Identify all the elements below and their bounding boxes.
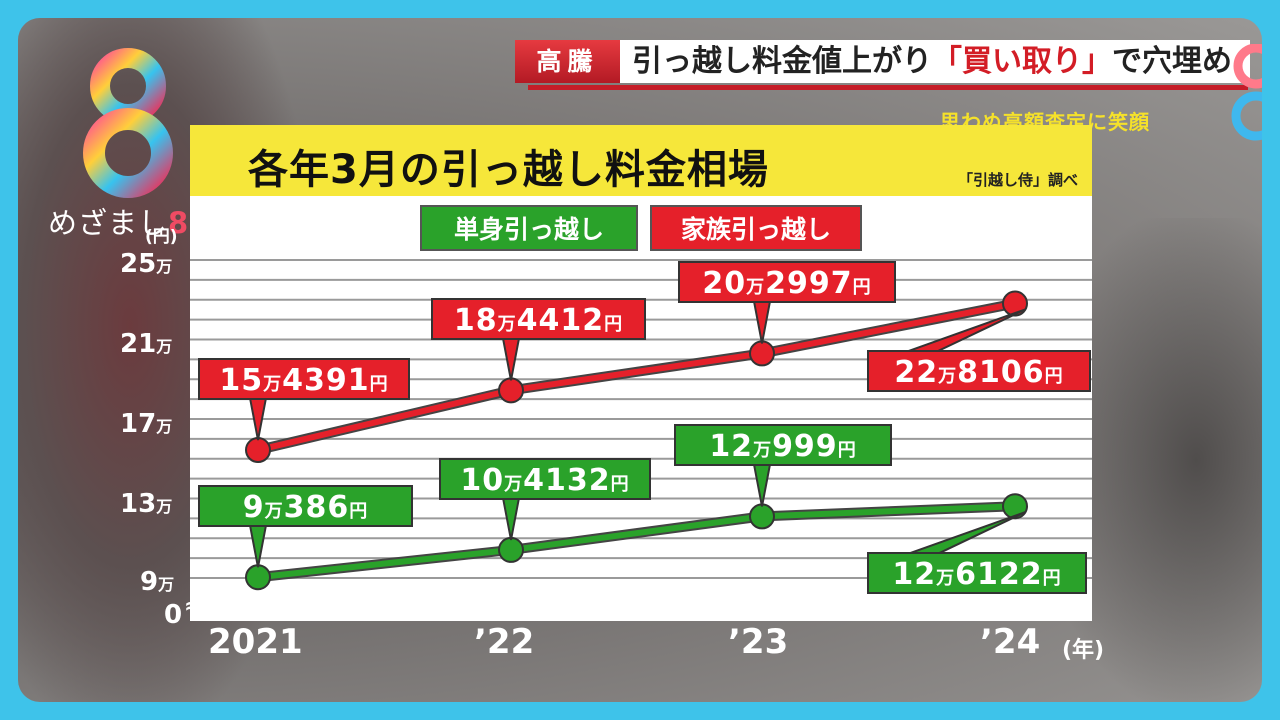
y-tick-label: 17万 xyxy=(120,409,173,439)
y-tick-label: 25万 xyxy=(120,249,173,279)
chart-source: 「引越し侍」調べ xyxy=(957,171,1078,189)
data-point xyxy=(749,340,775,367)
logo-corner-icon xyxy=(1231,44,1262,141)
data-label: 12万999円 xyxy=(674,424,892,467)
data-point xyxy=(245,564,271,591)
news-headline: 引っ越し料金値上がり「買い取り」で穴埋め xyxy=(620,40,1250,83)
headline-underline xyxy=(528,85,1248,90)
legend-single: 単身引っ越し xyxy=(420,205,638,251)
data-label: 20万2997円 xyxy=(678,261,896,304)
x-axis-unit: (年) xyxy=(1062,638,1105,663)
data-point xyxy=(498,377,524,404)
series-line-0 xyxy=(257,503,1016,581)
x-tick-label: ’23 xyxy=(728,622,789,662)
y-tick-label: 21万 xyxy=(120,329,173,359)
news-tag: 高騰 xyxy=(515,40,620,83)
data-point xyxy=(1002,493,1028,520)
chart-panel: 各年3月の引っ越し料金相場 「引越し侍」調べ 単身引っ越し 家族引っ越し 9万3… xyxy=(190,125,1092,621)
data-point xyxy=(1002,290,1028,317)
data-label: 10万4132円 xyxy=(439,457,651,500)
chart-title-bar: 各年3月の引っ越し料金相場 「引越し侍」調べ xyxy=(190,125,1092,196)
data-label: 18万4412円 xyxy=(431,298,646,341)
data-label: 15万4391円 xyxy=(198,358,410,401)
legend-family: 家族引っ越し xyxy=(650,205,862,251)
callout-pointer xyxy=(752,300,772,344)
callout-pointer xyxy=(752,463,772,507)
data-label: 12万6122円 xyxy=(867,552,1087,595)
mezamashi-logo-text: めざまし8 xyxy=(48,206,190,240)
y-tick-label: 13万 xyxy=(120,489,173,519)
x-tick-label: ’22 xyxy=(474,622,535,662)
data-point xyxy=(498,536,524,563)
x-tick-label: 2021 xyxy=(208,622,303,662)
y-tick-label: 9万 xyxy=(140,567,175,597)
data-point xyxy=(245,437,271,464)
chart-title: 各年3月の引っ越し料金相場 xyxy=(248,147,769,193)
x-tick-label: ’24 xyxy=(980,622,1041,662)
y-tick-label: 0 xyxy=(164,600,183,630)
mezamashi-8-logo xyxy=(83,48,173,198)
y-axis-unit: (円) xyxy=(145,227,178,247)
data-label: 9万386円 xyxy=(198,485,413,528)
callout-pointer xyxy=(248,524,268,568)
data-point xyxy=(749,503,775,530)
series-line-1 xyxy=(257,300,1016,453)
axis-break-icon: ≈ xyxy=(184,594,203,619)
data-label: 22万8106円 xyxy=(867,349,1091,392)
